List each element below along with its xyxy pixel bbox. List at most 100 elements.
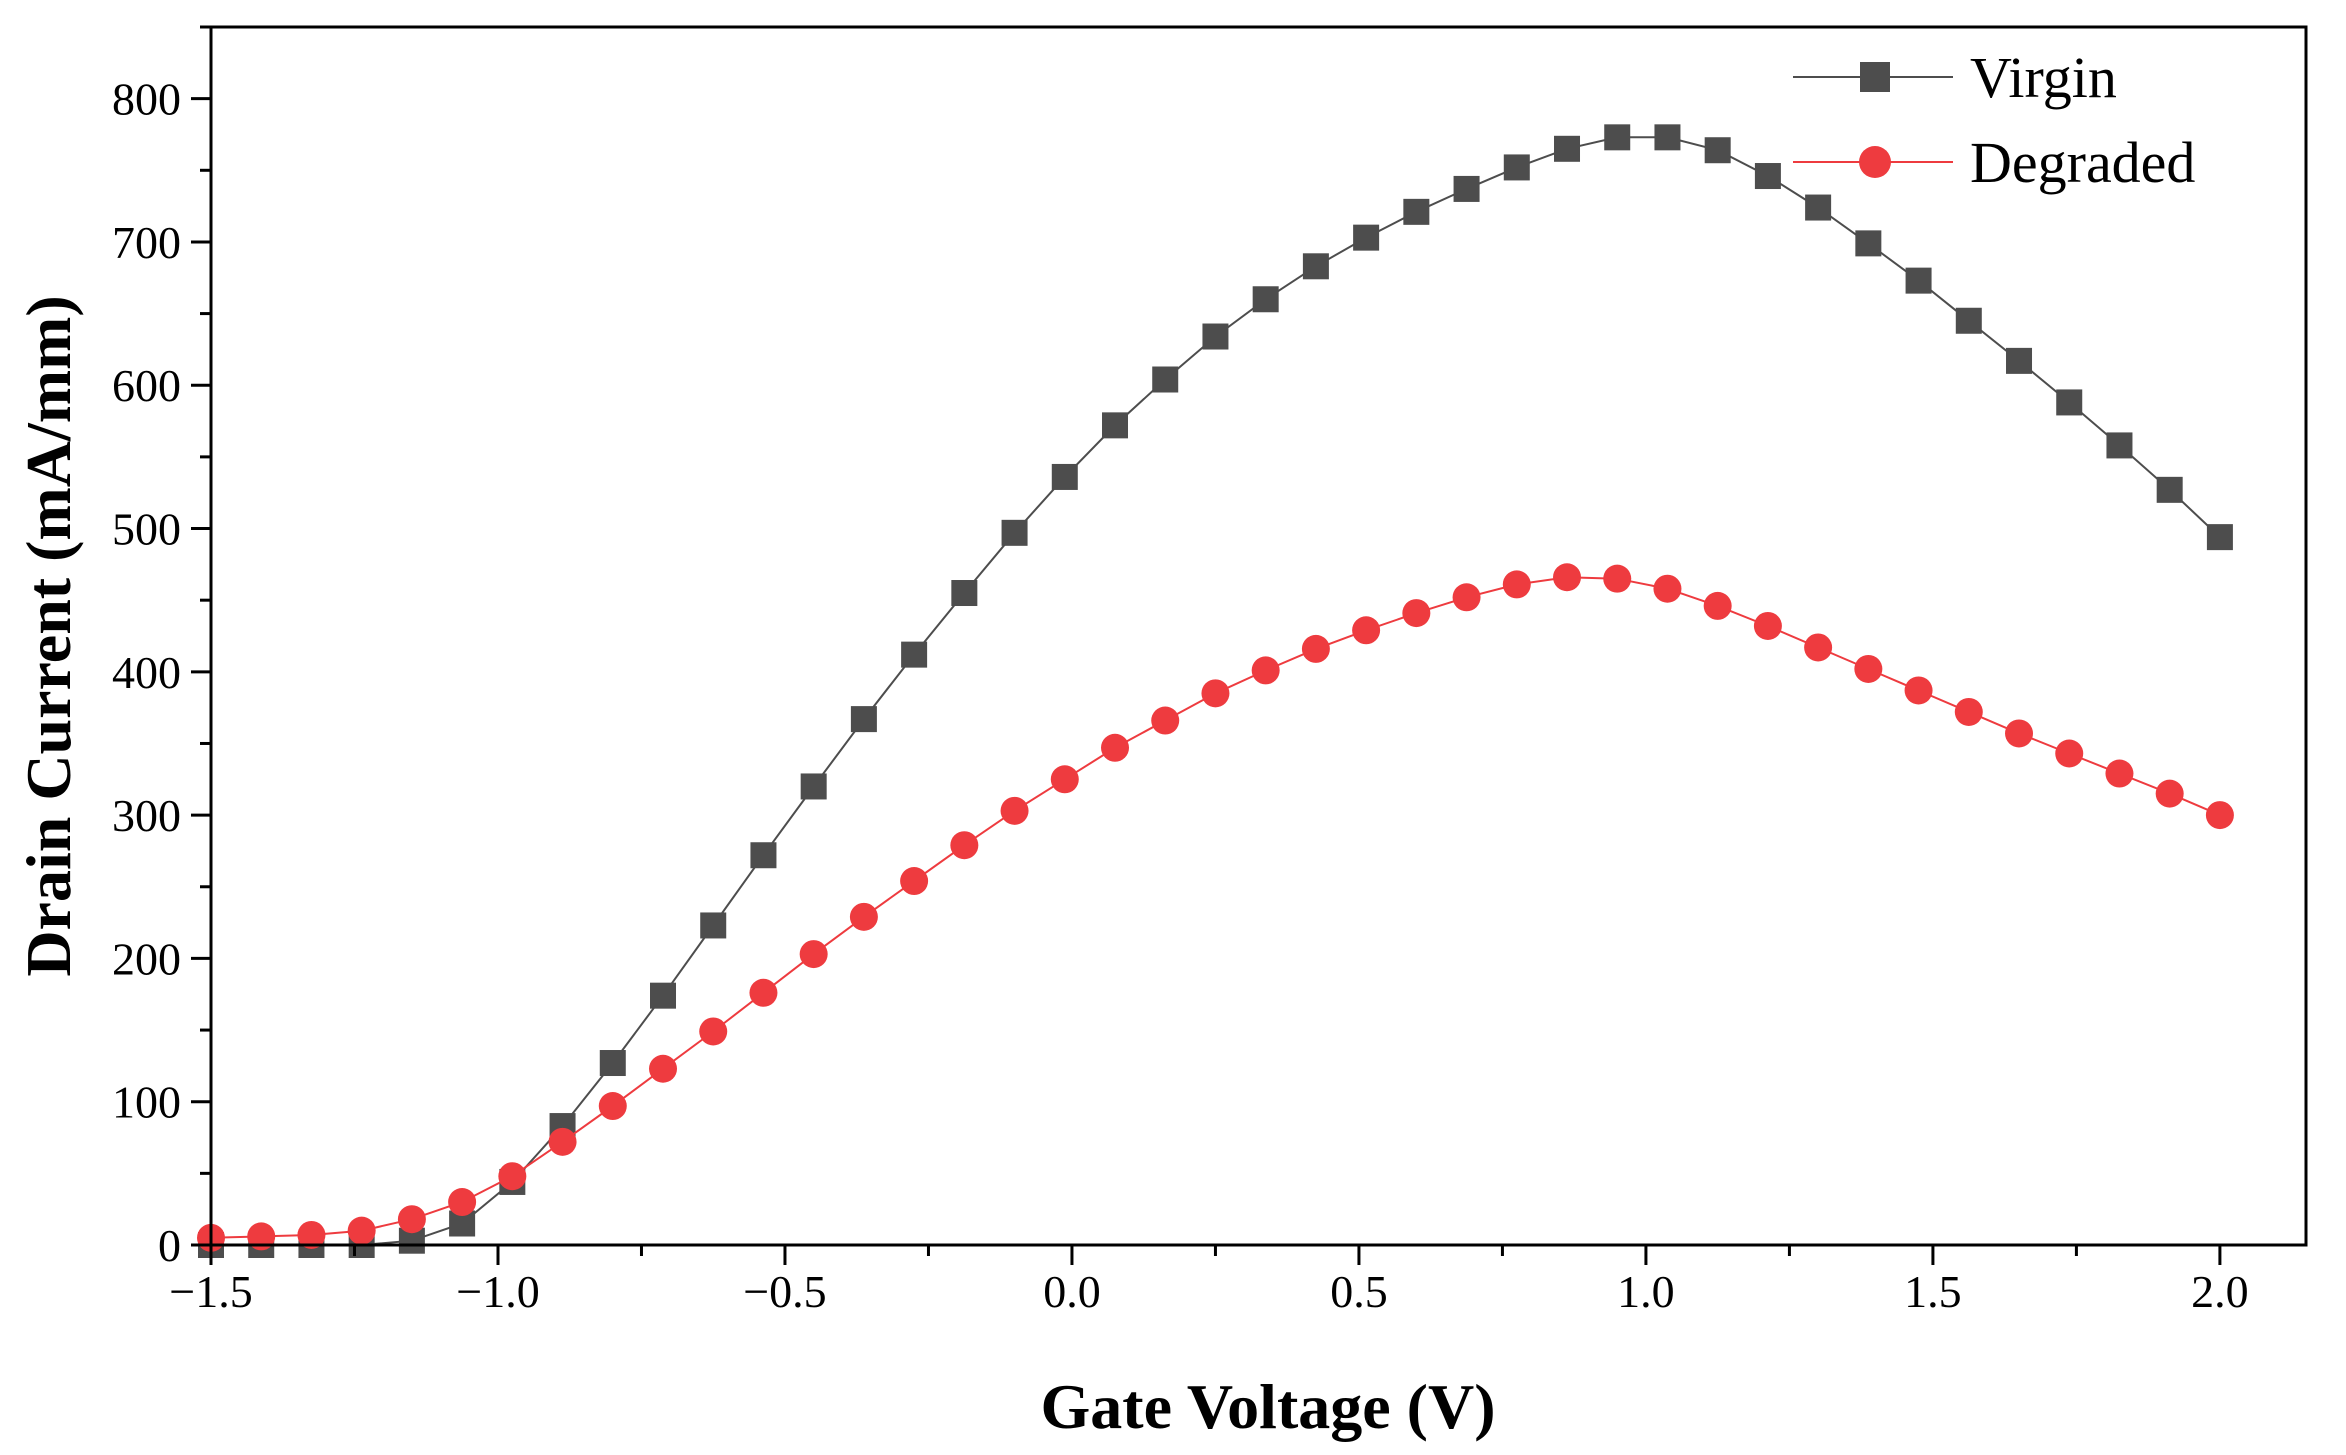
data-point-degraded xyxy=(900,867,929,896)
data-point-virgin xyxy=(1102,412,1129,439)
data-point-virgin xyxy=(800,773,827,800)
data-point-virgin xyxy=(1554,135,1581,162)
data-point-degraded xyxy=(1753,611,1782,640)
data-point-virgin xyxy=(2006,347,2033,374)
data-point-virgin xyxy=(599,1050,626,1077)
y-tick-label: 400 xyxy=(112,647,181,698)
y-tick-label: 500 xyxy=(112,504,181,555)
data-point-degraded xyxy=(849,902,878,931)
data-point-virgin xyxy=(2156,476,2183,503)
data-point-virgin xyxy=(700,912,727,939)
legend-label-virgin: Virgin xyxy=(1970,45,2117,110)
data-point-degraded xyxy=(1653,574,1682,603)
data-point-virgin xyxy=(1604,124,1631,151)
data-point-virgin xyxy=(1654,124,1681,151)
x-axis-ticks: −1.5 −1.0 −0.5 0.0 0.5 1.0 1.5 2.0 xyxy=(169,1245,2249,1317)
data-point-virgin xyxy=(1704,137,1731,164)
y-tick-label: 300 xyxy=(112,790,181,841)
x-tick-label: 2.0 xyxy=(2191,1266,2249,1317)
data-point-virgin xyxy=(1453,175,1480,202)
data-point-degraded xyxy=(1553,563,1582,592)
data-point-degraded xyxy=(1251,656,1280,685)
data-point-virgin xyxy=(1754,163,1781,190)
data-point-degraded xyxy=(548,1127,577,1156)
data-point-virgin xyxy=(1302,253,1329,280)
data-point-virgin xyxy=(901,641,928,668)
data-point-degraded xyxy=(799,940,828,969)
data-point-degraded xyxy=(1301,634,1330,663)
data-point-degraded xyxy=(2105,759,2134,788)
x-axis-title: Gate Voltage (V) xyxy=(1040,1371,1495,1442)
y-tick-label: 800 xyxy=(112,74,181,125)
x-tick-label: 1.5 xyxy=(1904,1266,1962,1317)
data-point-virgin xyxy=(1051,463,1078,490)
data-point-virgin xyxy=(1805,194,1832,221)
y-axis-ticks: 0 100 200 300 400 500 600 700 800 xyxy=(112,25,211,1271)
x-tick-label: −1.0 xyxy=(456,1266,539,1317)
data-point-degraded xyxy=(1502,570,1531,599)
data-point-degraded xyxy=(598,1092,627,1121)
y-axis-title: Drain Current (mA/mm) xyxy=(13,295,84,976)
x-tick-label: −1.5 xyxy=(169,1266,252,1317)
data-point-degraded xyxy=(1050,765,1079,794)
data-point-virgin xyxy=(650,982,677,1009)
data-point-degraded xyxy=(1603,564,1632,593)
data-point-degraded xyxy=(1703,591,1732,620)
y-tick-label: 100 xyxy=(112,1077,181,1128)
data-point-degraded xyxy=(2055,739,2084,768)
data-point-degraded xyxy=(1402,599,1431,628)
y-tick-label: 200 xyxy=(112,933,181,984)
data-point-virgin xyxy=(750,842,777,869)
data-point-degraded xyxy=(347,1216,376,1245)
data-point-degraded xyxy=(649,1054,678,1083)
data-point-virgin xyxy=(951,580,978,607)
data-point-degraded xyxy=(2205,801,2234,830)
legend-marker-virgin xyxy=(1860,62,1890,92)
data-point-degraded xyxy=(1352,616,1381,645)
y-tick-label: 700 xyxy=(112,217,181,268)
data-point-virgin xyxy=(1353,224,1380,251)
data-point-degraded xyxy=(1151,706,1180,735)
data-point-degraded xyxy=(448,1188,477,1217)
data-point-degraded xyxy=(749,978,778,1007)
data-point-virgin xyxy=(1955,307,1982,334)
x-tick-label: 0.0 xyxy=(1043,1266,1101,1317)
legend: Virgin Degraded xyxy=(1793,45,2195,195)
data-point-virgin xyxy=(2206,524,2233,551)
y-tick-label: 0 xyxy=(158,1220,181,1271)
legend-label-degraded: Degraded xyxy=(1970,130,2195,195)
data-point-virgin xyxy=(1905,267,1932,294)
data-point-degraded xyxy=(498,1162,527,1191)
data-point-virgin xyxy=(2106,432,2133,459)
data-point-virgin xyxy=(1403,198,1430,225)
data-point-virgin xyxy=(1252,286,1279,313)
data-point-degraded xyxy=(1854,654,1883,683)
data-point-degraded xyxy=(950,831,979,860)
data-point-degraded xyxy=(1201,679,1230,708)
x-tick-label: −0.5 xyxy=(743,1266,826,1317)
data-point-virgin xyxy=(1503,154,1530,181)
data-point-degraded xyxy=(1000,796,1029,825)
x-tick-label: 1.0 xyxy=(1617,1266,1675,1317)
data-point-degraded xyxy=(397,1205,426,1234)
plot-frame xyxy=(209,25,2308,1247)
data-point-degraded xyxy=(1954,697,1983,726)
data-point-virgin xyxy=(1001,519,1028,546)
data-point-degraded xyxy=(1804,633,1833,662)
data-point-virgin xyxy=(1855,230,1882,257)
data-point-virgin xyxy=(1152,366,1179,393)
data-point-degraded xyxy=(297,1220,326,1249)
data-point-degraded xyxy=(1904,676,1933,705)
y-tick-label: 600 xyxy=(112,360,181,411)
x-tick-label: 0.5 xyxy=(1330,1266,1388,1317)
data-point-virgin xyxy=(2056,389,2083,416)
data-point-degraded xyxy=(2155,779,2184,808)
data-point-degraded xyxy=(247,1222,276,1251)
data-point-virgin xyxy=(850,706,877,733)
data-point-degraded xyxy=(2005,719,2034,748)
data-point-degraded xyxy=(699,1017,728,1046)
data-point-virgin xyxy=(1202,323,1229,350)
data-point-degraded xyxy=(1101,733,1130,762)
data-point-degraded xyxy=(1452,583,1481,612)
